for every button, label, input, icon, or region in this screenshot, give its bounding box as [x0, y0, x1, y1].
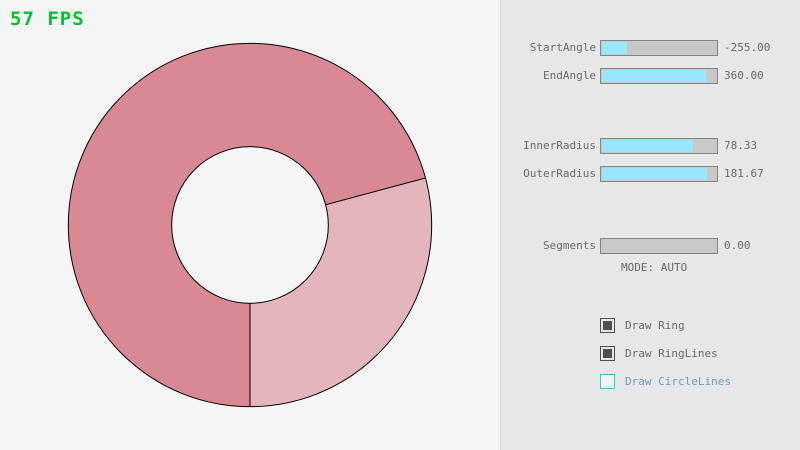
- slider-label: Segments: [543, 239, 596, 252]
- segments-mode-text: MODE: AUTO: [621, 261, 688, 274]
- slider-row: OuterRadius 181.67: [501, 166, 800, 182]
- checkbox-label: Draw CircleLines: [625, 375, 731, 388]
- draw-ring-checkbox[interactable]: [600, 318, 615, 333]
- end-angle-slider[interactable]: [600, 68, 718, 84]
- slider-fill: [602, 168, 708, 180]
- slider-value: 360.00: [724, 69, 764, 82]
- slider-value: 78.33: [724, 139, 758, 152]
- slider-fill: [602, 140, 693, 152]
- slider-label: EndAngle: [543, 69, 596, 82]
- slider-value: 181.67: [724, 167, 764, 180]
- ring-sector-single: [250, 177, 432, 407]
- slider-label: InnerRadius: [523, 139, 596, 152]
- checkbox-row: Draw RingLines: [501, 346, 800, 362]
- slider-row: EndAngle 360.00: [501, 68, 800, 84]
- ring-inner-outline: [171, 146, 329, 304]
- slider-fill: [602, 70, 707, 82]
- slider-label: StartAngle: [529, 41, 596, 54]
- checkbox-label: Draw RingLines: [625, 347, 718, 360]
- outer-radius-slider[interactable]: [600, 166, 718, 182]
- slider-fill: [602, 42, 628, 54]
- draw-circlelines-checkbox[interactable]: [600, 374, 615, 389]
- segments-slider[interactable]: [600, 238, 718, 254]
- ring-visualization: [67, 42, 433, 408]
- slider-value: -255.00: [724, 41, 771, 54]
- checkbox-row: Draw CircleLines: [501, 374, 800, 390]
- control-panel: StartAngle -255.00 EndAngle 360.00 Inner…: [500, 0, 800, 450]
- slider-value: 0.00: [724, 239, 751, 252]
- slider-row: InnerRadius 78.33: [501, 138, 800, 154]
- ring-start-angle-line: [325, 177, 426, 206]
- start-angle-slider[interactable]: [600, 40, 718, 56]
- draw-ringlines-checkbox[interactable]: [600, 346, 615, 361]
- slider-label: OuterRadius: [523, 167, 596, 180]
- slider-row: StartAngle -255.00: [501, 40, 800, 56]
- slider-row: Segments 0.00: [501, 238, 800, 254]
- ring-sector-overlap: [68, 43, 426, 407]
- checkbox-row: Draw Ring: [501, 318, 800, 334]
- fps-counter: 57 FPS: [10, 8, 85, 30]
- checkbox-label: Draw Ring: [625, 319, 685, 332]
- inner-radius-slider[interactable]: [600, 138, 718, 154]
